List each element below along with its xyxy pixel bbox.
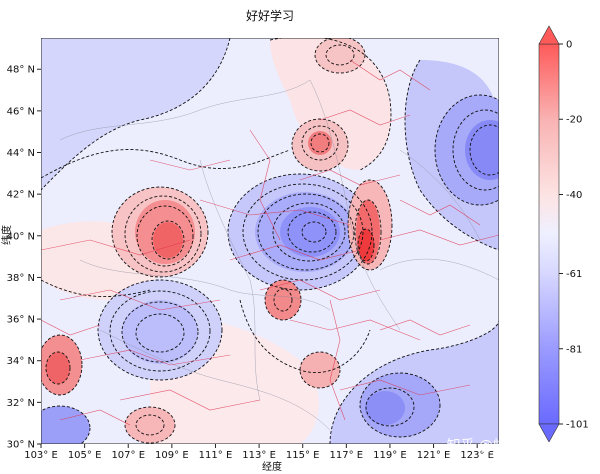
colorbar: 0 -20 -40 -61 -81 -101 <box>538 25 589 443</box>
y-tick-label: 40° N <box>7 231 35 242</box>
province-borders <box>59 79 499 431</box>
red-high-top <box>315 38 365 73</box>
y-tick-label: 42° N <box>7 190 35 201</box>
x-axis-ticks: 103° E 105° E 107° E 109° E 111° E 113° E 115°… <box>24 444 494 461</box>
fault-lines <box>41 59 499 426</box>
colorbar-tick-label: -20 <box>566 115 582 126</box>
blue-low-east-core <box>465 120 499 180</box>
blue-low-west-core <box>122 300 198 364</box>
red-high-southcenter <box>300 352 340 388</box>
y-tick-label: 46° N <box>7 106 35 117</box>
x-tick-label: 113° E <box>242 450 276 461</box>
y-tick-label: 32° N <box>7 398 35 409</box>
map-title: 好好学习 <box>246 8 294 23</box>
x-axis-label: 经度 <box>262 460 282 473</box>
colorbar-gradient <box>538 43 560 425</box>
map-plot-area <box>41 38 499 444</box>
x-tick-label: 119° E <box>373 450 407 461</box>
y-tick-label: 48° N <box>7 65 35 76</box>
y-axis-label: 纬度 <box>0 225 13 245</box>
contour-lines <box>41 38 499 444</box>
colorbar-tick-label: 0 <box>566 40 572 51</box>
x-tick-label: 109° E <box>155 450 189 461</box>
x-tick-label: 117° E <box>330 450 364 461</box>
x-tick-label: 105° E <box>68 450 102 461</box>
red-high-southwest-core <box>46 352 70 384</box>
y-tick-label: 44° N <box>7 148 35 159</box>
y-tick-label: 38° N <box>7 273 35 284</box>
colorbar-extend-top <box>538 25 560 45</box>
blue-low-central-core <box>280 207 340 257</box>
y-axis-ticks: 30° N 32° N 34° N 36° N 38° N 40° N 42° N 44° N… <box>7 65 41 451</box>
colorbar-tick-label: -40 <box>566 190 582 201</box>
red-high-west-core <box>153 222 183 258</box>
x-tick-label: 115° E <box>286 450 320 461</box>
red-high-south <box>125 407 175 443</box>
x-tick-label: 103° E <box>24 450 58 461</box>
x-tick-label: 123° E <box>460 450 494 461</box>
y-tick-label: 36° N <box>7 315 35 326</box>
blue-zone-northwest <box>41 38 230 190</box>
red-high-east-core <box>358 229 374 261</box>
colorbar-tick-label: -101 <box>566 420 589 431</box>
watermark: 知乎 @峰哥python笔记 <box>447 437 598 454</box>
colorbar-tick-label: -61 <box>566 269 582 280</box>
colorbar-tick-label: -81 <box>566 344 582 355</box>
colorbar-extend-bottom <box>538 423 560 443</box>
x-tick-label: 111° E <box>199 450 233 461</box>
y-tick-label: 34° N <box>7 356 35 367</box>
x-tick-label: 121° E <box>417 450 451 461</box>
colorbar-ticks: 0 -20 -40 -61 -81 -101 <box>559 40 589 431</box>
x-tick-label: 107° E <box>111 450 145 461</box>
y-tick-label: 30° N <box>7 440 35 451</box>
pink-zone-north <box>270 38 391 170</box>
blue-low-southeast-core <box>365 391 405 425</box>
red-high-north-core <box>308 131 332 155</box>
